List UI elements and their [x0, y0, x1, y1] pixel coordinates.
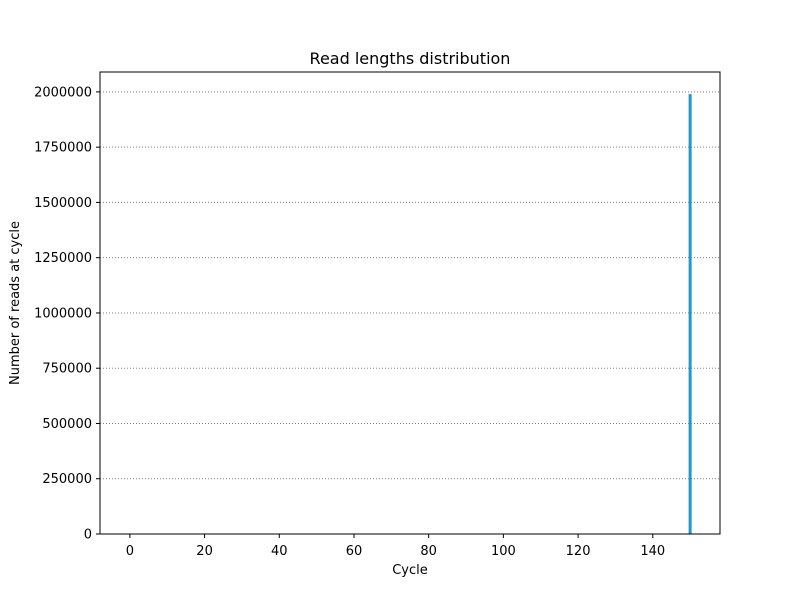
- y-tick-label: 500000: [42, 417, 92, 432]
- y-tick-label: 0: [84, 528, 92, 543]
- x-tick-label: 140: [640, 544, 665, 559]
- y-tick-label: 1000000: [34, 306, 92, 321]
- y-tick-label: 750000: [42, 362, 92, 377]
- y-tick-label: 250000: [42, 472, 92, 487]
- x-tick-label: 60: [346, 544, 363, 559]
- x-axis-ticks: 0 20 40 60 80 100 120 140: [126, 534, 665, 559]
- chart-title: Read lengths distribution: [310, 49, 511, 68]
- y-tick-label: 1250000: [34, 251, 92, 266]
- bar: [688, 94, 692, 535]
- x-tick-label: 0: [126, 544, 134, 559]
- x-tick-label: 40: [271, 544, 288, 559]
- x-axis-label: Cycle: [392, 563, 428, 578]
- y-tick-label: 2000000: [34, 85, 92, 100]
- grid-lines: [100, 91, 720, 535]
- x-tick-label: 120: [566, 544, 591, 559]
- y-tick-label: 1750000: [34, 141, 92, 156]
- x-tick-label: 80: [420, 544, 437, 559]
- bars: [688, 94, 692, 535]
- plot-frame: [99, 71, 721, 535]
- y-tick-label: 1500000: [34, 196, 92, 211]
- x-tick-label: 20: [196, 544, 213, 559]
- y-axis-ticks: 0 250000 500000 750000 1000000 1250000 1500000…: [34, 85, 100, 543]
- y-axis-label: Number of reads at cycle: [8, 221, 23, 385]
- x-tick-label: 100: [491, 544, 516, 559]
